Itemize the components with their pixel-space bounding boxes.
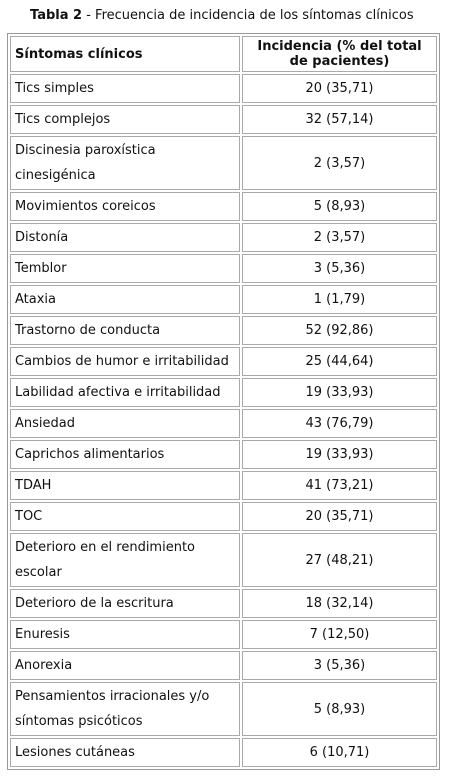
table-body: Tics simples 20 (35,71) Tics complejos 32 (… <box>10 74 437 767</box>
table-row: Temblor 3 (5,36) <box>10 254 437 283</box>
incidence-cell: 19 (33,93) <box>242 378 437 407</box>
table-row: Deterioro de la escritura 18 (32,14) <box>10 589 437 618</box>
incidence-cell: 43 (76,79) <box>242 409 437 438</box>
incidence-cell: 5 (8,93) <box>242 192 437 221</box>
incidence-cell: 27 (48,21) <box>242 533 437 587</box>
symptom-cell: Ansiedad <box>10 409 240 438</box>
incidence-cell: 18 (32,14) <box>242 589 437 618</box>
header-cell: Incidencia (% del total de pacientes) <box>242 36 437 72</box>
table-row: Deterioro en el rendimiento escolar 27 (4… <box>10 533 437 587</box>
symptom-cell: Tics simples <box>10 74 240 103</box>
table-row: Enuresis 7 (12,50) <box>10 620 437 649</box>
table-row: Trastorno de conducta 52 (92,86) <box>10 316 437 345</box>
table-row: Caprichos alimentarios 19 (33,93) <box>10 440 437 469</box>
table-row: Lesiones cutáneas 6 (10,71) <box>10 738 437 767</box>
symptom-cell: Ataxia <box>10 285 240 314</box>
incidence-cell: 6 (10,71) <box>242 738 437 767</box>
caption-text: - Frecuencia de incidencia de los síntom… <box>86 8 414 23</box>
incidence-cell: 7 (12,50) <box>242 620 437 649</box>
symptom-cell: Temblor <box>10 254 240 283</box>
symptom-cell: Enuresis <box>10 620 240 649</box>
incidence-cell: 20 (35,71) <box>242 74 437 103</box>
incidence-cell: 1 (1,79) <box>242 285 437 314</box>
table-row: Tics simples 20 (35,71) <box>10 74 437 103</box>
symptom-cell: Pensamientos irracionales y/o síntomas p… <box>10 682 240 736</box>
symptom-cell: TDAH <box>10 471 240 500</box>
header-cell: Síntomas clínicos <box>10 36 240 72</box>
table-row: Cambios de humor e irritabilidad 25 (44,6… <box>10 347 437 376</box>
incidence-cell: 25 (44,64) <box>242 347 437 376</box>
symptom-cell: Deterioro en el rendimiento escolar <box>10 533 240 587</box>
table-row: Labilidad afectiva e irritabilidad 19 (33… <box>10 378 437 407</box>
symptom-cell: Cambios de humor e irritabilidad <box>10 347 240 376</box>
caption-label: Tabla 2 <box>30 8 83 23</box>
symptom-cell: Movimientos coreicos <box>10 192 240 221</box>
symptom-cell: Tics complejos <box>10 105 240 134</box>
incidence-cell: 41 (73,21) <box>242 471 437 500</box>
table-row: Discinesia paroxística cinesigénica 2 (3,… <box>10 136 437 190</box>
incidence-cell: 3 (5,36) <box>242 651 437 680</box>
incidence-cell: 5 (8,93) <box>242 682 437 736</box>
table-row: Tics complejos 32 (57,14) <box>10 105 437 134</box>
incidence-cell: 2 (3,57) <box>242 223 437 252</box>
header-row: Síntomas clínicos Incidencia (% del tota… <box>10 36 437 72</box>
incidence-cell: 32 (57,14) <box>242 105 437 134</box>
table-row: Ansiedad 43 (76,79) <box>10 409 437 438</box>
table-head: Síntomas clínicos Incidencia (% del tota… <box>10 36 437 72</box>
symptom-cell: Distonía <box>10 223 240 252</box>
incidence-cell: 19 (33,93) <box>242 440 437 469</box>
incidence-cell: 2 (3,57) <box>242 136 437 190</box>
incidence-cell: 20 (35,71) <box>242 502 437 531</box>
table-row: Distonía 2 (3,57) <box>10 223 437 252</box>
symptom-cell: Lesiones cutáneas <box>10 738 240 767</box>
table-row: TOC 20 (35,71) <box>10 502 437 531</box>
table-row: Anorexia 3 (5,36) <box>10 651 437 680</box>
table-row: Ataxia 1 (1,79) <box>10 285 437 314</box>
symptom-cell: Trastorno de conducta <box>10 316 240 345</box>
symptom-cell: Anorexia <box>10 651 240 680</box>
symptom-cell: Caprichos alimentarios <box>10 440 240 469</box>
symptom-cell: Deterioro de la escritura <box>10 589 240 618</box>
symptom-cell: TOC <box>10 502 240 531</box>
incidence-cell: 3 (5,36) <box>242 254 437 283</box>
incidence-cell: 52 (92,86) <box>242 316 437 345</box>
table-row: Pensamientos irracionales y/o síntomas p… <box>10 682 437 736</box>
table-row: TDAH 41 (73,21) <box>10 471 437 500</box>
symptom-cell: Labilidad afectiva e irritabilidad <box>10 378 240 407</box>
caption: Tabla 2 - Frecuencia de incidencia de lo… <box>30 8 414 23</box>
symptom-cell: Discinesia paroxística cinesigénica <box>10 136 240 190</box>
table-row: Movimientos coreicos 5 (8,93) <box>10 192 437 221</box>
table: Síntomas clínicos Incidencia (% del tota… <box>7 33 440 770</box>
